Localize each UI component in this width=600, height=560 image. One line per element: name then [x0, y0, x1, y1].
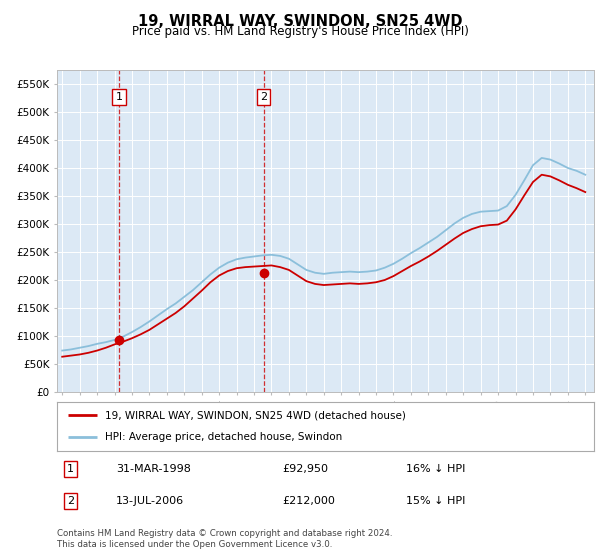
Text: Price paid vs. HM Land Registry's House Price Index (HPI): Price paid vs. HM Land Registry's House …: [131, 25, 469, 38]
Text: £92,950: £92,950: [283, 464, 329, 474]
Text: £212,000: £212,000: [283, 496, 335, 506]
Text: 1: 1: [115, 92, 122, 102]
Text: 31-MAR-1998: 31-MAR-1998: [116, 464, 191, 474]
Text: 13-JUL-2006: 13-JUL-2006: [116, 496, 184, 506]
Text: 15% ↓ HPI: 15% ↓ HPI: [406, 496, 466, 506]
Text: 16% ↓ HPI: 16% ↓ HPI: [406, 464, 466, 474]
Text: 1: 1: [67, 464, 74, 474]
Text: 19, WIRRAL WAY, SWINDON, SN25 4WD: 19, WIRRAL WAY, SWINDON, SN25 4WD: [138, 14, 462, 29]
Text: Contains HM Land Registry data © Crown copyright and database right 2024.
This d: Contains HM Land Registry data © Crown c…: [57, 529, 392, 549]
Text: HPI: Average price, detached house, Swindon: HPI: Average price, detached house, Swin…: [106, 432, 343, 442]
Text: 2: 2: [67, 496, 74, 506]
Text: 19, WIRRAL WAY, SWINDON, SN25 4WD (detached house): 19, WIRRAL WAY, SWINDON, SN25 4WD (detac…: [106, 410, 406, 421]
Text: 2: 2: [260, 92, 267, 102]
